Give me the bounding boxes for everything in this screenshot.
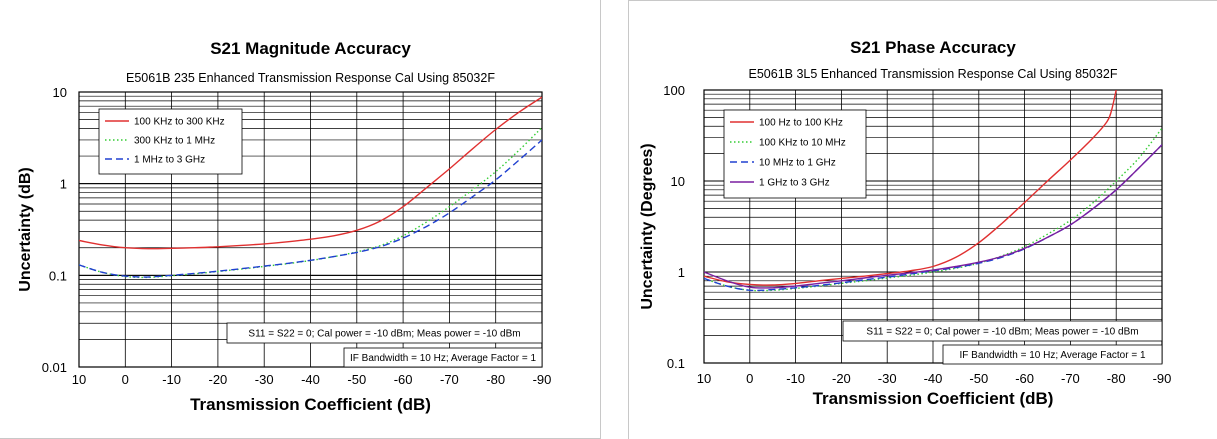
x-tick-label: -80 (1107, 371, 1126, 386)
x-tick-label: -20 (209, 372, 228, 387)
x-tick-label: -10 (162, 372, 181, 387)
chart-subtitle: E5061B 3L5 Enhanced Transmission Respons… (749, 67, 1118, 81)
legend-label: 100 KHz to 300 KHz (134, 117, 225, 128)
series-line-1 (79, 96, 542, 250)
note-box (343, 347, 543, 368)
y-axis-label: Uncertainty (Degrees) (639, 143, 656, 309)
chart-title: S21 Magnitude Accuracy (210, 39, 411, 58)
y-axis-label: Uncertainty (dB) (17, 167, 34, 291)
x-tick-label: -30 (878, 371, 897, 386)
phase-chart: S21 Phase Accuracy E5061B 3L5 Enhanced Tr… (639, 38, 1172, 408)
x-axis-label: Transmission Coefficient (dB) (813, 389, 1054, 408)
x-tick-label: -40 (301, 372, 320, 387)
legend-label: 10 MHz to 1 GHz (759, 158, 836, 169)
note-box (842, 320, 1163, 342)
legend-box (723, 109, 867, 199)
legend-label: 100 Hz to 100 KHz (759, 118, 843, 129)
x-tick-label: -90 (1153, 371, 1172, 386)
x-tick-label: -30 (255, 372, 274, 387)
note-box (942, 344, 1163, 365)
note-box (226, 322, 543, 344)
x-tick-label: -60 (394, 372, 413, 387)
y-tick-label: 0.1 (49, 268, 67, 283)
chart-title: S21 Phase Accuracy (850, 38, 1016, 57)
series-line-2 (704, 127, 1162, 292)
x-tick-label: -10 (786, 371, 805, 386)
x-tick-label: -40 (924, 371, 943, 386)
legend-label: 1 MHz to 3 GHz (134, 155, 205, 166)
legend-label: 300 KHz to 1 MHz (134, 136, 215, 147)
note-text: S11 = S22 = 0; Cal power = -10 dBm; Meas… (866, 327, 1138, 338)
x-tick-label: -80 (486, 372, 505, 387)
x-tick-label: 10 (72, 372, 86, 387)
x-tick-label: 0 (122, 372, 129, 387)
y-tick-label: 1 (60, 177, 67, 192)
series-line-1 (704, 90, 1117, 286)
series-line-3 (79, 139, 542, 278)
x-tick-label: -70 (1061, 371, 1080, 386)
y-tick-label: 0.01 (42, 360, 67, 375)
x-tick-label: -60 (1015, 371, 1034, 386)
note-text: IF Bandwidth = 10 Hz; Average Factor = 1 (959, 350, 1145, 361)
legend-label: 100 KHz to 10 MHz (759, 138, 846, 149)
note-text: IF Bandwidth = 10 Hz; Average Factor = 1 (350, 353, 536, 364)
x-tick-label: -50 (969, 371, 988, 386)
plot-area-border (78, 91, 543, 368)
y-tick-label: 100 (663, 83, 685, 98)
y-tick-label: 10 (671, 174, 685, 189)
series-line-4 (704, 144, 1162, 289)
note-text: S11 = S22 = 0; Cal power = -10 dBm; Meas… (248, 329, 520, 340)
series-line-2 (79, 126, 542, 279)
y-tick-label: 10 (53, 85, 67, 100)
x-axis-label: Transmission Coefficient (dB) (190, 395, 431, 414)
x-tick-label: -20 (832, 371, 851, 386)
phase-chart-panel: S21 Phase Accuracy E5061B 3L5 Enhanced Tr… (628, 0, 1217, 439)
legend-label: 1 GHz to 3 GHz (759, 178, 830, 189)
legend-box (98, 108, 243, 175)
x-tick-label: 0 (746, 371, 753, 386)
plot-area-border (703, 89, 1163, 364)
magnitude-chart-panel: S21 Magnitude Accuracy E5061B 235 Enhance… (0, 0, 601, 439)
magnitude-chart: S21 Magnitude Accuracy E5061B 235 Enhance… (17, 39, 552, 414)
x-tick-label: -50 (347, 372, 366, 387)
x-tick-label: -70 (440, 372, 459, 387)
x-tick-label: -90 (533, 372, 552, 387)
y-tick-label: 1 (678, 265, 685, 280)
x-tick-label: 10 (697, 371, 711, 386)
y-tick-label: 0.1 (667, 356, 685, 371)
chart-subtitle: E5061B 235 Enhanced Transmission Respons… (126, 71, 495, 85)
